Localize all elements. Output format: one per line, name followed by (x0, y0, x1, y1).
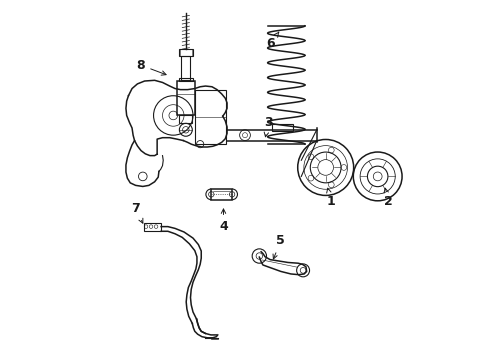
Bar (211, 189, 232, 200)
Bar (195, 90, 226, 144)
Bar (179, 78, 193, 81)
Text: 3: 3 (264, 116, 272, 137)
Bar (144, 223, 161, 230)
Text: 4: 4 (219, 209, 228, 233)
Bar (179, 116, 192, 123)
Text: 6: 6 (266, 32, 279, 50)
Text: 5: 5 (273, 234, 285, 259)
Text: 7: 7 (131, 202, 143, 223)
Text: 1: 1 (327, 188, 336, 208)
Bar (272, 124, 294, 131)
Bar (181, 55, 191, 80)
Text: 8: 8 (137, 59, 166, 75)
Text: 2: 2 (384, 188, 393, 208)
Bar (179, 49, 193, 55)
Bar (176, 81, 195, 116)
